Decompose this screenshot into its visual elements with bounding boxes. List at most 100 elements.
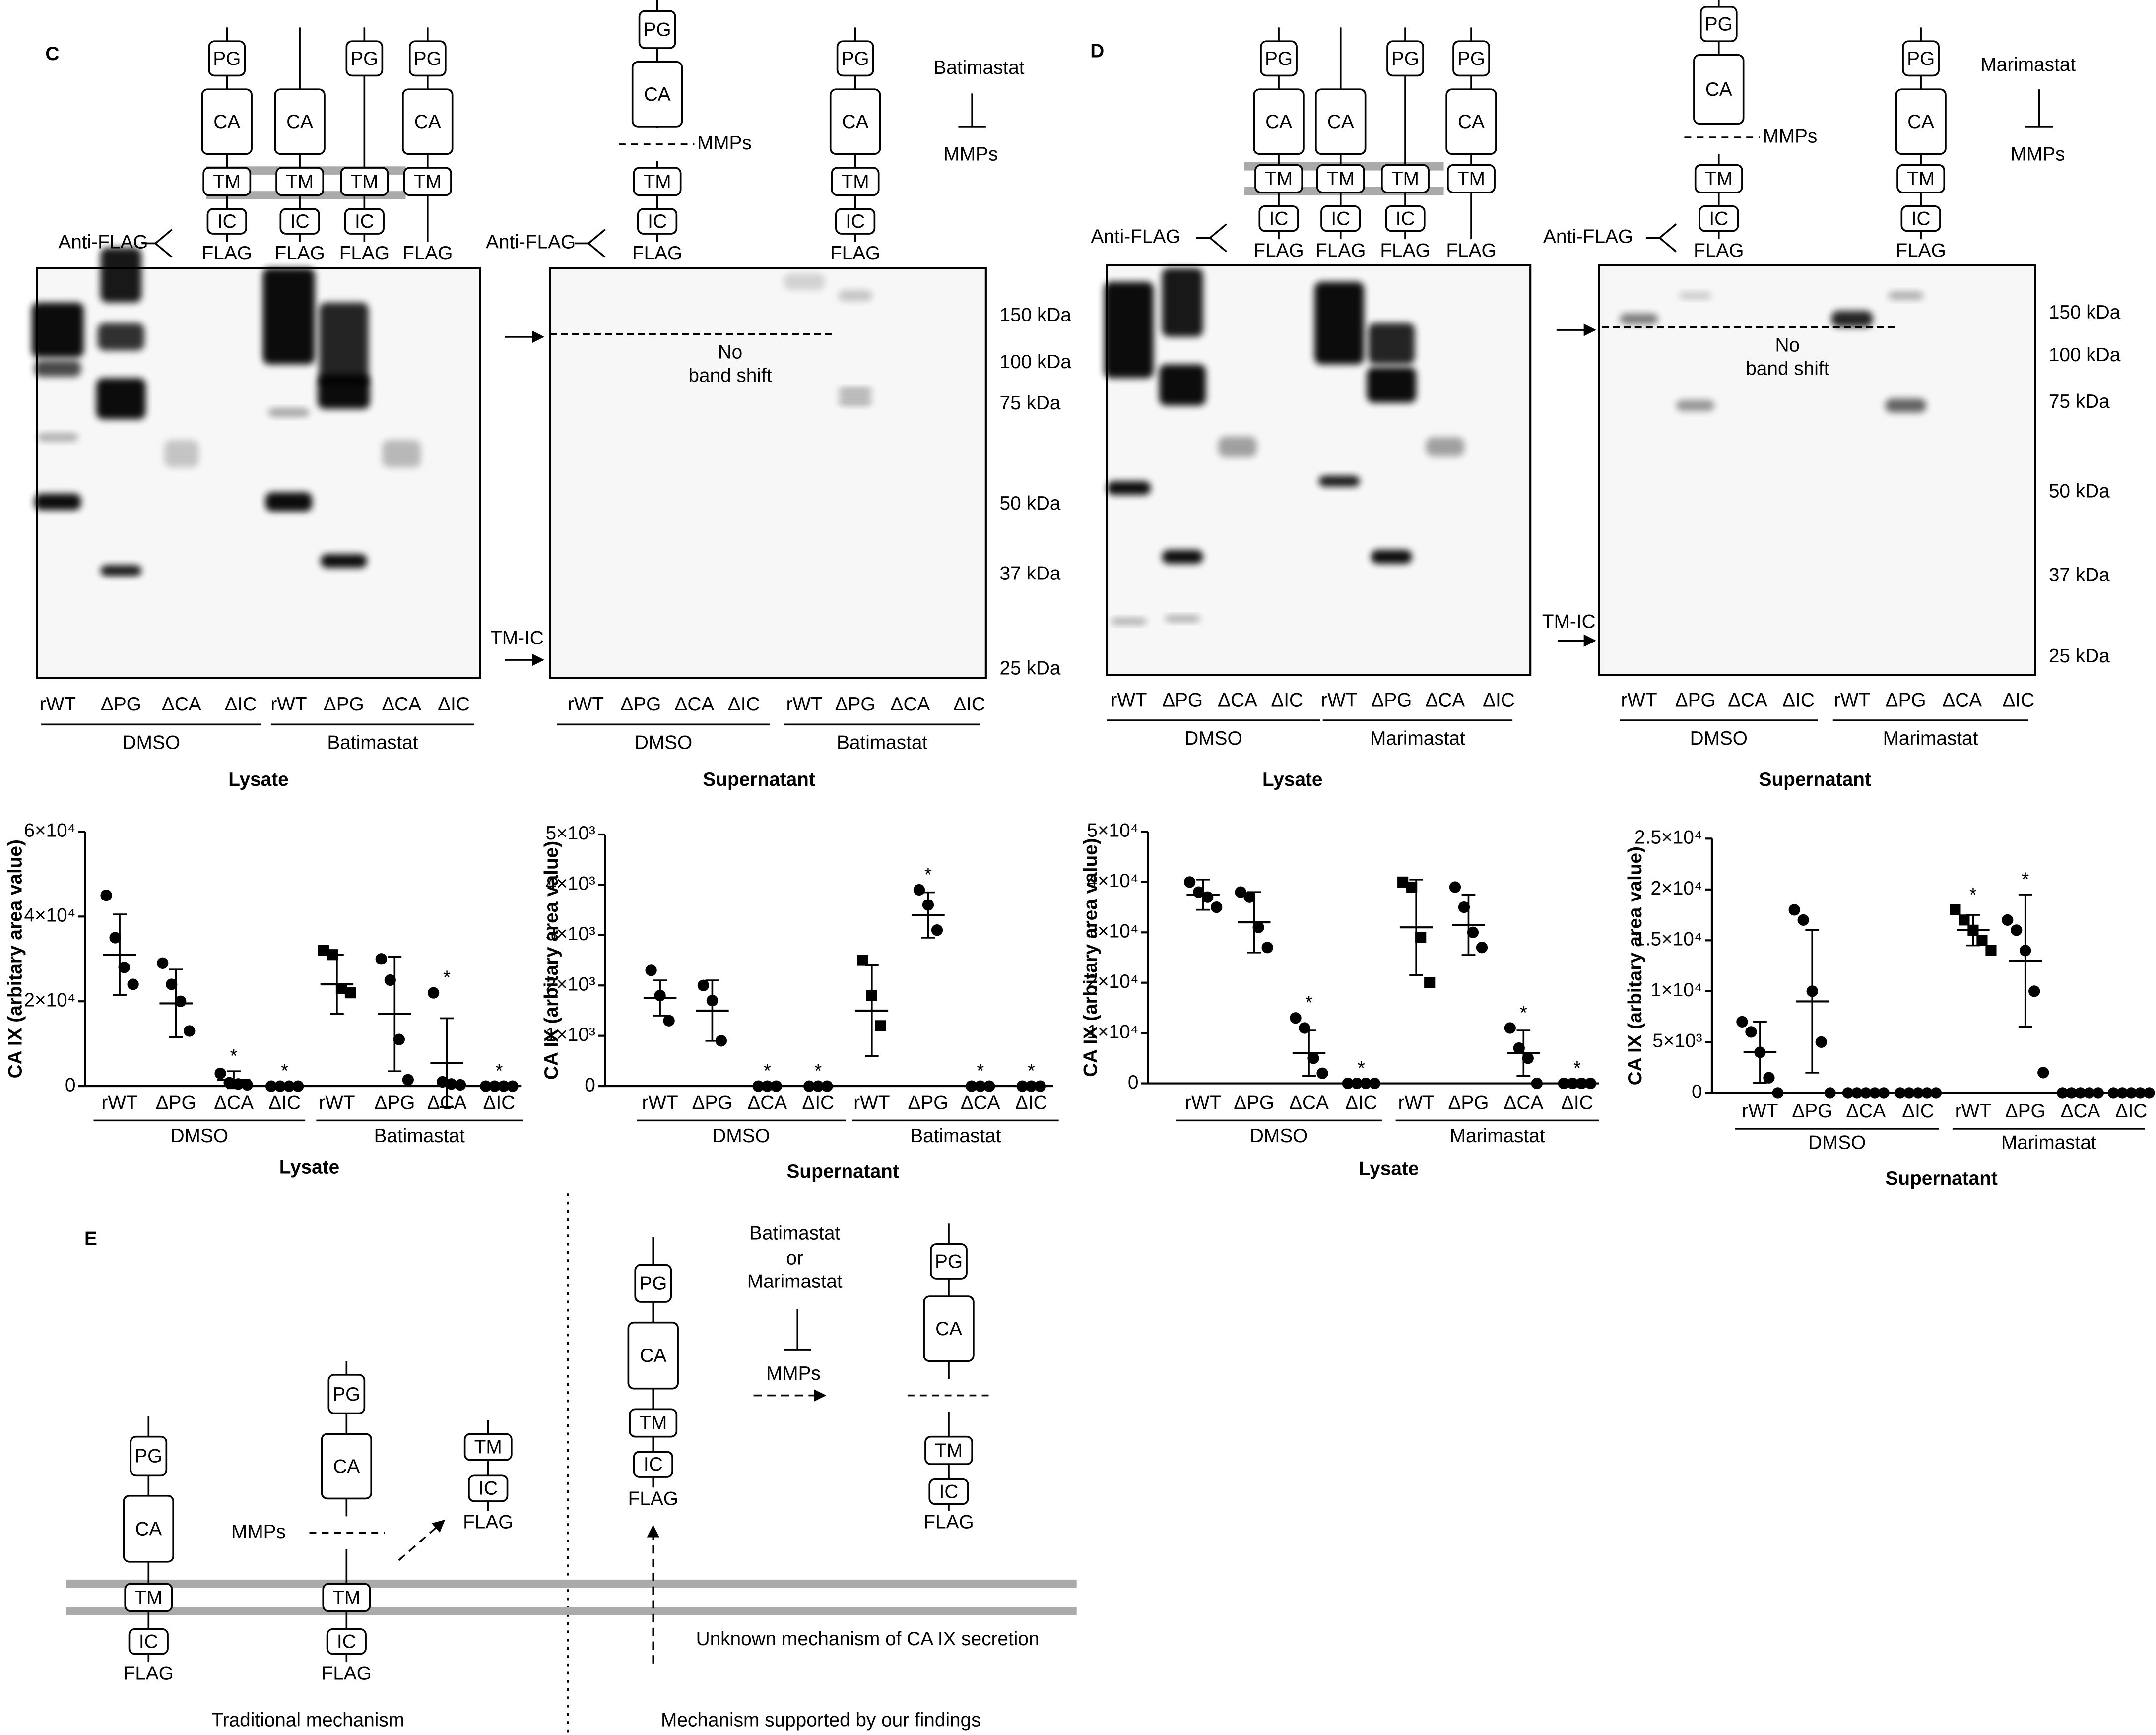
antibody (588, 243, 606, 258)
mmps-label: MMPs (943, 143, 998, 165)
data-point (663, 1015, 675, 1027)
domain-box (633, 167, 682, 196)
x-tick-label: ΔIC (1902, 1100, 1934, 1122)
membrane (66, 1579, 1077, 1588)
mmps-label: MMPs (697, 132, 752, 154)
domain-box (627, 1321, 679, 1390)
lane-label: ΔPG (324, 694, 364, 715)
data-point (166, 978, 178, 990)
significance: * (1028, 1061, 1035, 1082)
domain-box (831, 167, 880, 196)
domain-label: TM (350, 171, 378, 193)
domain-label: CA (1265, 111, 1292, 132)
x-tick-label: ΔIC (802, 1092, 834, 1113)
data-point (232, 1078, 244, 1090)
y-tick-label: 6×10⁴ (24, 820, 75, 841)
domain-box (829, 88, 881, 155)
blot-band (838, 397, 873, 406)
data-point (384, 974, 396, 986)
data-point (1788, 904, 1800, 916)
mmps-label: MMPs (766, 1363, 821, 1384)
blot-band (382, 440, 421, 468)
y-tick-label: 0 (1128, 1072, 1139, 1093)
group-label: DMSO (712, 1125, 770, 1147)
domain-box (1385, 205, 1426, 232)
x-tick-label: rWT (319, 1092, 355, 1113)
domain-label: IC (217, 211, 237, 232)
y-tick-label: 5×10³ (546, 823, 595, 844)
domain-label: TM (414, 171, 442, 193)
blot-band (97, 323, 144, 351)
group-label: Batimastat (837, 732, 927, 753)
size-marker: 150 kDa (1000, 305, 1072, 326)
y-tick-label: 5×10³ (1652, 1030, 1702, 1052)
data-point (1894, 1087, 1906, 1099)
y-tick-label: 4×10⁴ (24, 905, 75, 926)
flag-label: FLAG (322, 1663, 372, 1684)
domain-label: PG (1265, 48, 1293, 69)
annotation: TM-IC (490, 628, 544, 649)
x-tick-label: ΔIC (1345, 1092, 1377, 1113)
blot-background (1598, 264, 2036, 676)
flag-label: FLAG (1380, 240, 1430, 261)
data-point (1243, 891, 1255, 903)
lane-label: ΔIC (2003, 689, 2035, 710)
significance: * (814, 1061, 822, 1082)
y-tick-label: 2×10⁴ (1087, 971, 1138, 992)
data-point (1476, 942, 1488, 954)
blot-band (100, 247, 142, 303)
drug-label: or (786, 1247, 803, 1269)
domain-label: CA (135, 1518, 162, 1540)
x-tick-label: ΔCA (214, 1092, 254, 1113)
x-tick-label: rWT (1955, 1100, 1991, 1122)
data-point (1772, 1087, 1784, 1099)
x-tick-label: ΔCA (961, 1092, 1000, 1113)
lane-label: ΔCA (891, 694, 930, 715)
domain-label: PG (644, 19, 671, 41)
domain-label: PG (639, 1273, 667, 1294)
domain-label: CA (1907, 111, 1934, 132)
domain-box (1699, 205, 1739, 232)
group-label: DMSO (1250, 1125, 1307, 1147)
domain-label: IC (648, 211, 667, 232)
lane-label: rWT (1834, 689, 1870, 710)
domain-label: PG (1907, 48, 1935, 69)
lane-label: ΔCA (1728, 689, 1767, 710)
domain-box (631, 61, 683, 128)
data-point (1449, 881, 1461, 893)
y-tick-label: 5×10⁴ (1087, 820, 1138, 841)
domain-label: PG (332, 1384, 360, 1405)
drug-label: Batimastat (749, 1223, 840, 1244)
data-point (1184, 876, 1196, 888)
y-tick-label: 1.5×10⁴ (1634, 929, 1702, 950)
membrane (66, 1607, 1077, 1615)
lane-label: rWT (40, 694, 76, 715)
y-tick-label: 3×10⁴ (1087, 921, 1138, 942)
blot-band (838, 290, 873, 301)
size-marker: 100 kDa (2049, 344, 2121, 366)
annotation: No (718, 341, 743, 363)
domain-box (322, 1583, 371, 1612)
domain-box (1896, 164, 1946, 193)
domain-label: CA (286, 111, 313, 132)
domain-box (321, 1433, 373, 1500)
x-tick-label: ΔIC (1561, 1092, 1593, 1113)
y-tick-label: 0 (585, 1074, 595, 1095)
domain-box (326, 1628, 367, 1655)
lane-label: ΔPG (101, 694, 141, 715)
data-point (1316, 1067, 1328, 1079)
domain-label: TM (286, 171, 314, 193)
domain-box (408, 40, 447, 77)
annotation: No (1775, 335, 1800, 356)
domain-box (279, 208, 320, 235)
data-point (1504, 1022, 1516, 1034)
x-tick-label: ΔIC (2115, 1100, 2148, 1122)
x-tick-label: rWT (1398, 1092, 1435, 1113)
x-axis-label: Lysate (279, 1157, 339, 1178)
antibody (1659, 223, 1677, 239)
data-point (318, 945, 329, 956)
group-label: Batimastat (910, 1125, 1001, 1147)
blot-title: Lysate (228, 769, 288, 790)
flag-label: FLAG (923, 1512, 974, 1533)
data-point (445, 1078, 457, 1090)
